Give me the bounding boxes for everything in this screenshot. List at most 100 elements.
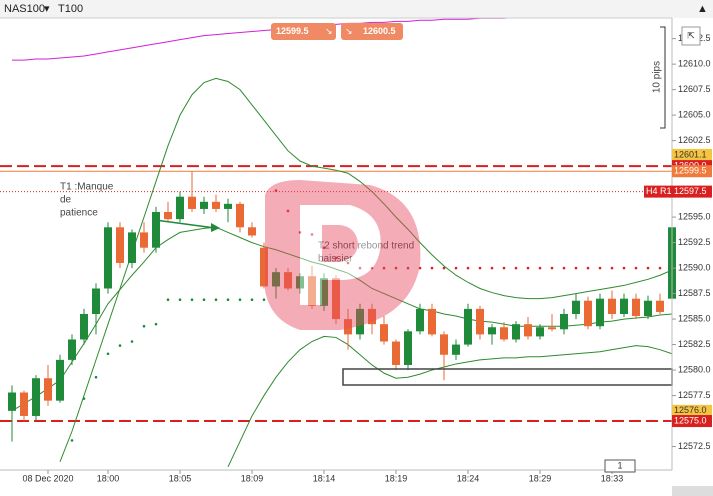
indicator-dot [502, 266, 506, 270]
ruler-label: 10 pips [652, 61, 663, 93]
indicator-dot [130, 340, 134, 343]
candle-body [164, 212, 172, 220]
candle-body [380, 324, 388, 342]
level-name-bg [644, 185, 672, 198]
y-tick-label: 12577.5 [678, 390, 711, 400]
candle-body [368, 308, 376, 325]
indicator-dot [322, 246, 326, 249]
indicator-dot [286, 209, 290, 213]
buy-button-bg[interactable] [341, 23, 403, 40]
indicator-dot [82, 397, 86, 400]
indicator-dot [142, 324, 146, 328]
indicator-dot [538, 266, 542, 270]
indicator-dot [550, 266, 554, 270]
indicator-dot [658, 266, 662, 270]
scroll-up[interactable]: ▲ [697, 3, 708, 15]
candle-body [572, 300, 580, 314]
x-tick-label: 18:29 [529, 473, 552, 483]
level-label: 12576.0 [674, 405, 707, 415]
x-tick-label: 18:05 [169, 473, 192, 483]
level-label-bg [672, 415, 712, 428]
y-tick-label: 12582.5 [678, 339, 711, 349]
candle-body [68, 339, 76, 360]
indicator-dot [454, 266, 458, 270]
indicator-dot [466, 266, 470, 270]
candle-body [476, 308, 484, 335]
sell-button[interactable]: 12599.5 ↘ [271, 23, 336, 40]
indicator-dot [238, 298, 242, 302]
sell-price[interactable]: 12599.5 [276, 26, 309, 36]
sell-button-bg[interactable] [271, 23, 336, 40]
level-name: H4 R1 [646, 186, 672, 196]
indicator-dot [634, 266, 638, 270]
indicator-dot [214, 298, 218, 302]
indicator-dot [106, 352, 110, 356]
y-tick-label: 12590.0 [678, 262, 711, 272]
level-label-bg [672, 165, 712, 178]
candle-body [224, 203, 232, 209]
marker-label[interactable]: 1 [617, 460, 622, 470]
symbol[interactable]: NAS100 [4, 3, 45, 15]
candle-body [332, 278, 340, 320]
indicator-dot [226, 298, 230, 302]
level-label: 12575.0 [674, 415, 707, 425]
annotation: T2 short rebond trend [318, 241, 414, 252]
y-tick-label: 12585.0 [678, 313, 711, 323]
indicator-dot [478, 266, 482, 270]
annotation: baissier [318, 254, 353, 265]
candle-body [632, 298, 640, 317]
ruler [660, 26, 666, 129]
candle-body [344, 319, 352, 335]
candle-body [296, 276, 304, 289]
candle-body [260, 247, 268, 287]
dropdown-icon[interactable]: ▾ [44, 3, 50, 15]
candle-body [116, 227, 124, 263]
candle-body [404, 331, 412, 365]
indicator-dot [430, 266, 434, 270]
indicator-dot [358, 266, 362, 270]
candle-body [644, 300, 652, 317]
scrollbar[interactable] [672, 486, 713, 496]
popout-icon[interactable]: ⇱ [687, 30, 695, 40]
candle-body [188, 196, 196, 209]
indicator-dot [166, 298, 170, 302]
indicator-dot [370, 266, 374, 270]
candle-body [500, 327, 508, 340]
sell-icon[interactable]: ↘ [325, 26, 333, 36]
candle-body [584, 300, 592, 327]
indicator-dot [610, 266, 614, 270]
indicator-dot [406, 266, 410, 270]
marker-box[interactable] [604, 459, 636, 473]
candle-body [548, 327, 556, 330]
x-tick-label: 18:09 [241, 473, 264, 483]
popout-button[interactable] [681, 26, 701, 46]
indicator-dot [490, 266, 494, 270]
buy-button[interactable]: ↘ 12600.5 [341, 23, 403, 40]
y-tick-label: 12592.5 [678, 237, 711, 247]
candle-body [44, 378, 52, 401]
candle-body [452, 344, 460, 355]
candle-body [488, 327, 496, 335]
candle-body [152, 212, 160, 248]
candle-body [272, 272, 280, 287]
indicator-dot [154, 322, 158, 326]
y-tick-label: 12595.0 [678, 211, 711, 221]
x-tick-label: 18:24 [457, 473, 480, 483]
y-tick-label: 12605.0 [678, 110, 711, 120]
candle-body [464, 308, 472, 345]
watermark [265, 180, 421, 330]
candle-body [536, 327, 544, 337]
plot-area: T1 :Manque de patience T2 short rebond tren… [0, 13, 676, 468]
annotation: de [60, 195, 72, 206]
candle-body [128, 232, 136, 263]
indicator-dot [202, 298, 206, 302]
indicator-dot [334, 256, 338, 260]
candle-body [608, 298, 616, 314]
buy-price[interactable]: 12600.5 [363, 26, 396, 36]
level-label-bg [672, 148, 712, 161]
timeframe[interactable]: T100 [58, 3, 83, 15]
indicator-dot [274, 189, 278, 192]
candle-body [284, 272, 292, 289]
arrow [154, 219, 216, 229]
buy-icon[interactable]: ↘ [345, 26, 353, 36]
